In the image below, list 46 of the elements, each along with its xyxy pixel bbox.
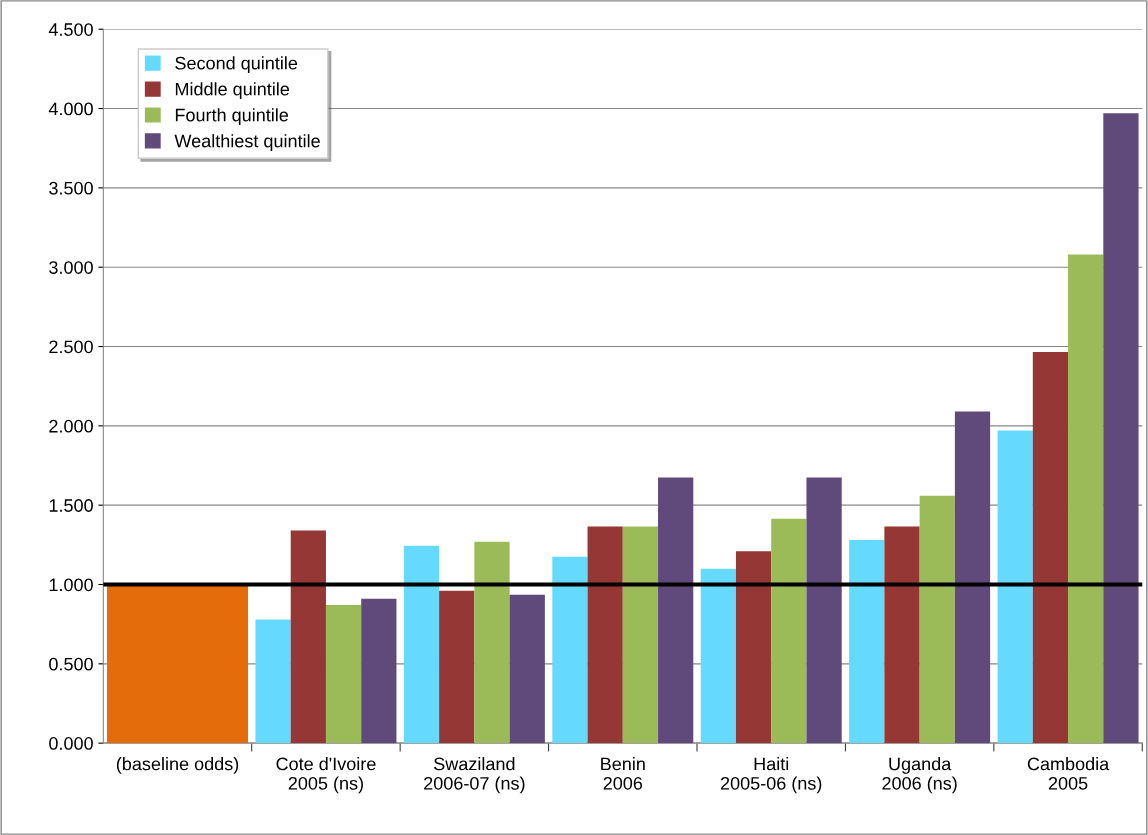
bar bbox=[552, 556, 588, 744]
legend-label: Second quintile bbox=[175, 56, 298, 74]
y-tick-label: 1.500 bbox=[49, 499, 93, 512]
legend-label: Middle quintile bbox=[175, 82, 290, 100]
bar bbox=[954, 411, 991, 744]
x-tick-label: Cote d'Ivoire 2005 (ns) bbox=[276, 757, 376, 794]
bar bbox=[255, 619, 291, 744]
y-tick-label: 2.500 bbox=[49, 340, 93, 354]
bar bbox=[474, 541, 510, 744]
y-tick-label: 4.500 bbox=[48, 23, 93, 36]
bar bbox=[1032, 352, 1069, 744]
y-tick-label: 0.000 bbox=[49, 737, 93, 750]
bar bbox=[919, 495, 955, 744]
bar bbox=[403, 545, 440, 744]
y-tick-label: 3.500 bbox=[49, 181, 93, 195]
bar bbox=[884, 526, 920, 744]
y-tick-label: 0.500 bbox=[49, 657, 93, 671]
y-tick-label: 1.000 bbox=[49, 578, 93, 592]
y-tick-label: 3.000 bbox=[49, 261, 93, 274]
bar bbox=[1068, 254, 1104, 744]
bar bbox=[587, 526, 623, 744]
x-tick-label: Cambodia 2005 bbox=[1027, 757, 1110, 790]
x-tick-label: Haiti 2005-06 (ns) bbox=[720, 757, 822, 794]
bar bbox=[771, 518, 807, 744]
x-tick-label: (baseline odds) bbox=[116, 757, 239, 774]
bar bbox=[107, 584, 249, 744]
y-tick-label: 4.000 bbox=[48, 102, 93, 116]
bar bbox=[290, 530, 326, 744]
bar bbox=[325, 605, 362, 744]
x-tick-label: Benin 2006 bbox=[601, 757, 645, 790]
bar bbox=[700, 568, 736, 744]
legend-label: Wealthiest quintile bbox=[174, 134, 320, 151]
bar bbox=[439, 590, 475, 744]
bar bbox=[509, 594, 545, 744]
y-tick-label: 2.000 bbox=[49, 419, 93, 433]
bar bbox=[658, 477, 694, 744]
bar bbox=[361, 598, 397, 744]
bar bbox=[622, 526, 659, 744]
x-tick-label: Swaziland 2006-07 (ns) bbox=[424, 757, 525, 794]
bar bbox=[806, 477, 842, 744]
bar bbox=[997, 430, 1033, 744]
bar bbox=[849, 540, 885, 744]
bar bbox=[735, 551, 772, 744]
x-tick-label: Uganda 2006 (ns) bbox=[882, 757, 957, 794]
legend-label: Fourth quintile bbox=[175, 108, 289, 126]
bar bbox=[1103, 113, 1139, 744]
